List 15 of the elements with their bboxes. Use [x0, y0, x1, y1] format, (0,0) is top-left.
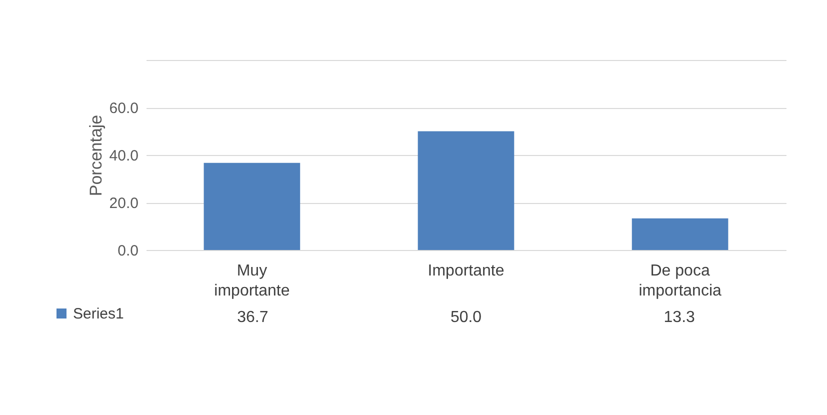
y-axis-title: Porcentaje	[86, 114, 106, 196]
bar	[204, 162, 300, 250]
y-tick-label: 40.0	[109, 148, 138, 164]
bar	[418, 131, 514, 250]
y-tick-label: 60.0	[109, 100, 138, 117]
data-label: 13.3	[664, 309, 696, 326]
x-tick-label: Importante	[428, 262, 504, 280]
legend-label: Series1	[73, 306, 124, 322]
data-label: 36.7	[237, 309, 268, 326]
data-label: 50.0	[450, 309, 482, 326]
x-tick-label: De poca importancia	[638, 262, 722, 300]
y-tick-label: 20.0	[109, 195, 138, 212]
bar	[632, 218, 728, 250]
y-tick-label: 0.0	[118, 242, 138, 260]
x-tick-label: Muy importante	[214, 262, 290, 300]
